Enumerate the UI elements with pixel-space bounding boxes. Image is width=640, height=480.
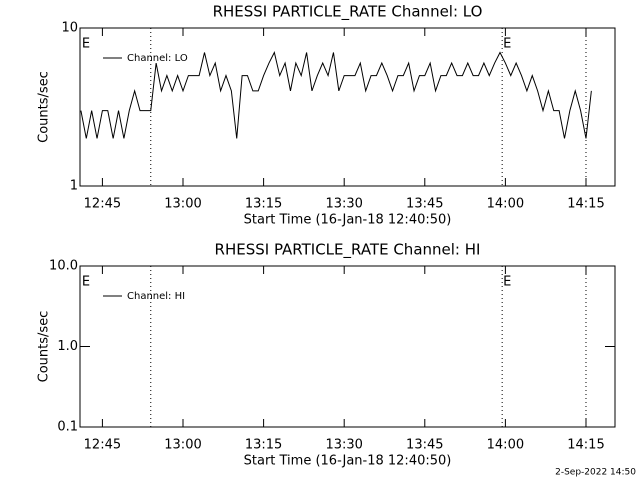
y-tick-label: 10.0 xyxy=(49,259,78,274)
x-tick-label: 13:30 xyxy=(325,438,362,453)
y-tick-label: 1.0 xyxy=(57,339,78,354)
annotation: E xyxy=(503,275,511,290)
x-tick-label: 13:30 xyxy=(325,197,362,212)
annotation: E xyxy=(82,37,90,52)
x-tick-label: 14:15 xyxy=(567,438,604,453)
annotation: E xyxy=(82,275,90,290)
x-tick-label: 13:15 xyxy=(245,438,282,453)
x-tick-label: 12:45 xyxy=(84,438,121,453)
x-tick-label: 13:45 xyxy=(406,197,443,212)
x-tick-label: 13:45 xyxy=(406,438,443,453)
x-tick-label: 13:00 xyxy=(164,438,201,453)
y-axis-label: Counts/sec xyxy=(37,311,52,383)
chart-title: RHESSI PARTICLE_RATE Channel: HI xyxy=(215,241,481,260)
annotation: E xyxy=(503,37,511,52)
x-tick-label: 12:45 xyxy=(84,197,121,212)
x-tick-label: 14:15 xyxy=(567,197,604,212)
x-axis-label: Start Time (16-Jan-18 12:40:50) xyxy=(244,213,452,228)
legend-label: Channel: LO xyxy=(127,53,188,64)
data-line xyxy=(80,51,592,139)
x-axis-label: Start Time (16-Jan-18 12:40:50) xyxy=(244,454,452,469)
y-tick-label: 0.1 xyxy=(57,420,78,435)
footer: 2-Sep-2022 14:50 xyxy=(555,468,636,478)
chart-title: RHESSI PARTICLE_RATE Channel: LO xyxy=(213,3,483,22)
y-tick-label: 1 xyxy=(70,179,78,194)
x-tick-label: 13:15 xyxy=(245,197,282,212)
y-tick-label: 10 xyxy=(61,21,78,36)
x-tick-label: 14:00 xyxy=(487,197,524,212)
x-tick-label: 13:00 xyxy=(164,197,201,212)
plot-frame xyxy=(79,27,616,187)
y-axis-label: Counts/sec xyxy=(37,71,52,143)
legend-label: Channel: HI xyxy=(127,291,185,302)
x-tick-label: 14:00 xyxy=(487,438,524,453)
